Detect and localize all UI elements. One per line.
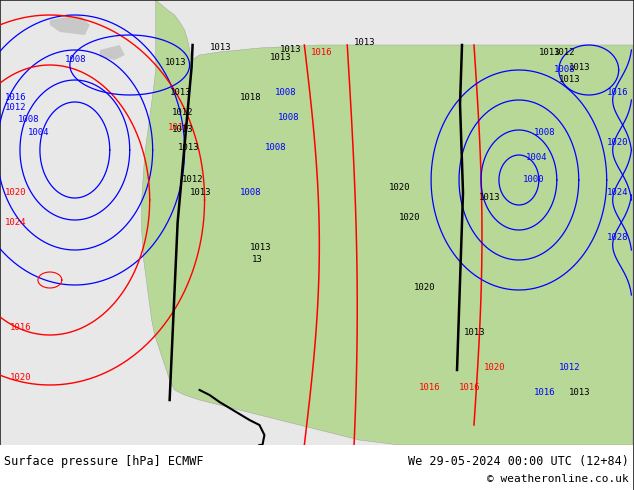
Text: 1013: 1013 [172,125,193,134]
Text: 1013: 1013 [569,63,590,72]
Text: 1013: 1013 [569,388,590,397]
Text: 1016: 1016 [10,323,32,332]
Text: 1000: 1000 [523,175,545,184]
Text: 1013: 1013 [269,53,291,62]
Text: 1020: 1020 [5,188,27,197]
Polygon shape [100,45,125,60]
Text: 1016: 1016 [311,48,333,57]
Text: 1008: 1008 [554,65,575,74]
Text: 1008: 1008 [278,113,299,122]
Text: 1013: 1013 [210,43,231,52]
Polygon shape [50,15,90,35]
Text: We 29-05-2024 00:00 UTC (12+84): We 29-05-2024 00:00 UTC (12+84) [408,455,629,467]
Bar [0,445,633,490]
Text: 1008: 1008 [18,115,39,124]
Text: 1008: 1008 [240,188,261,197]
Text: 1016: 1016 [607,88,628,97]
Text: 1008: 1008 [534,128,555,137]
Text: 1020: 1020 [10,373,32,382]
Text: 1012: 1012 [5,103,27,112]
Text: 1018: 1018 [240,93,261,102]
Text: 1013: 1013 [249,243,271,252]
Text: Surface pressure [hPa] ECMWF: Surface pressure [hPa] ECMWF [4,455,204,467]
Text: 1004: 1004 [526,153,547,162]
Text: 1012: 1012 [181,175,203,184]
Text: 1013: 1013 [354,38,376,47]
Text: 1020: 1020 [399,213,420,222]
Text: 1008: 1008 [65,55,86,64]
Text: 1013: 1013 [190,188,211,197]
Text: 1016: 1016 [459,383,481,392]
Text: 1013: 1013 [280,45,301,54]
Text: 1020: 1020 [414,283,436,292]
Text: 13: 13 [252,255,262,264]
Text: 1016: 1016 [419,383,441,392]
Text: 1013: 1013 [464,328,486,337]
Text: 1012: 1012 [172,108,193,117]
Text: 1013: 1013 [165,58,186,67]
Text: 1013: 1013 [178,143,199,152]
Text: 1024: 1024 [607,188,628,197]
Text: 1013: 1013 [539,48,560,57]
Text: 1012: 1012 [559,363,580,372]
Text: 1016: 1016 [5,93,27,102]
Text: 1008: 1008 [264,143,286,152]
Text: 1013: 1013 [559,75,580,84]
Polygon shape [141,0,633,445]
Text: 1012: 1012 [554,48,575,57]
Text: 1013: 1013 [170,88,191,97]
Text: 1020: 1020 [389,183,411,192]
Text: 1028: 1028 [607,233,628,242]
Text: 1024: 1024 [5,218,27,227]
Text: © weatheronline.co.uk: © weatheronline.co.uk [487,474,629,484]
Text: 1008: 1008 [275,88,296,97]
Text: 1013: 1013 [479,193,500,202]
Text: 1020: 1020 [607,138,628,147]
Text: 1004: 1004 [28,128,49,137]
Text: 1016: 1016 [167,123,189,132]
Text: 1020: 1020 [484,363,505,372]
Text: 1016: 1016 [534,388,555,397]
